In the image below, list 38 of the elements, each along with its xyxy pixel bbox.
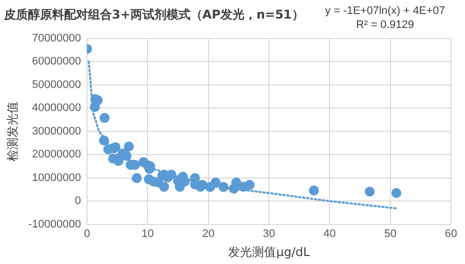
point bbox=[244, 180, 255, 190]
point bbox=[121, 150, 132, 161]
text: y = -1E+07ln(x) + 4E+07 bbox=[325, 4, 445, 18]
point bbox=[100, 112, 110, 123]
y-tick-label: 20000000 bbox=[32, 148, 82, 161]
x-tick-label: 40 bbox=[324, 228, 336, 240]
point bbox=[210, 178, 221, 188]
x-tick-label: 30 bbox=[262, 228, 276, 240]
x-tick-label: 60 bbox=[444, 228, 458, 240]
x-axis-title: 发光测值μg/dL bbox=[228, 244, 310, 259]
x-tick-label: 50 bbox=[384, 228, 396, 240]
point bbox=[364, 186, 375, 197]
point bbox=[132, 173, 142, 184]
point bbox=[218, 182, 229, 192]
x-tick-label: 20 bbox=[202, 228, 214, 240]
y-tick-label: 30000000 bbox=[32, 125, 82, 138]
point bbox=[110, 142, 121, 152]
point bbox=[159, 182, 170, 192]
point bbox=[166, 170, 176, 180]
y-tick-label: -10000000 bbox=[28, 218, 82, 230]
y-tick-label: 70000000 bbox=[32, 32, 82, 44]
point bbox=[114, 156, 124, 166]
y-tick-label: 40000000 bbox=[32, 102, 82, 114]
y-tick-label: 10000000 bbox=[32, 172, 82, 184]
y-tick-label: 60000000 bbox=[32, 56, 82, 68]
x-tick-label: 0 bbox=[84, 228, 90, 240]
y-tick-label: 0 bbox=[74, 195, 82, 208]
point bbox=[308, 185, 319, 196]
point bbox=[124, 142, 134, 152]
x-tick-label: 10 bbox=[142, 228, 154, 240]
point bbox=[98, 135, 109, 146]
y-tick-label: 50000000 bbox=[32, 78, 82, 91]
chart-title: 皮质醇原料配对组合3+两试剂模式（AP发光，n=51） bbox=[3, 7, 304, 22]
line-series bbox=[88, 60, 398, 210]
point bbox=[391, 188, 402, 198]
text: R² = 0.9129 bbox=[355, 18, 415, 32]
point bbox=[231, 178, 242, 188]
y-axis-title: 检测发光值 bbox=[5, 101, 20, 162]
